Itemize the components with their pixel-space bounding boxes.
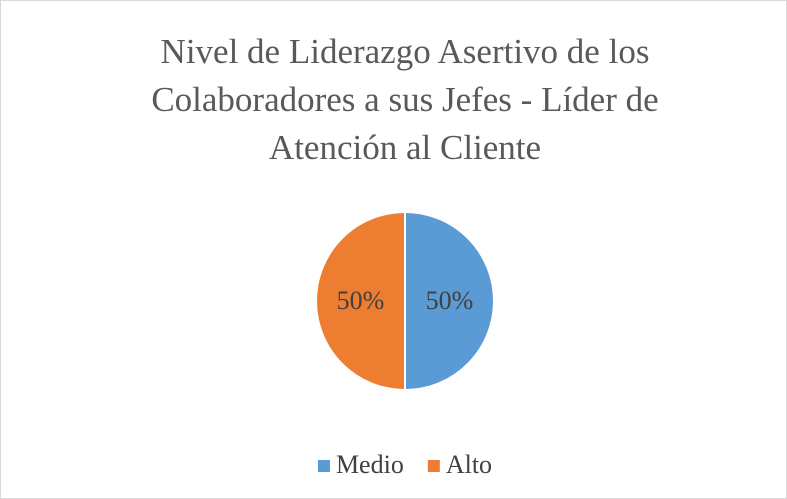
pie-slice	[315, 210, 406, 392]
data-label: 50%	[337, 286, 385, 315]
chart-title: Nivel de Liderazgo Asertivo de los Colab…	[151, 32, 659, 167]
legend-label: Medio	[336, 450, 404, 479]
legend-label: Alto	[446, 450, 492, 479]
legend-swatch	[427, 460, 440, 472]
pie-slice	[404, 210, 495, 392]
legend-swatch	[317, 460, 330, 472]
data-label: 50%	[426, 286, 474, 315]
